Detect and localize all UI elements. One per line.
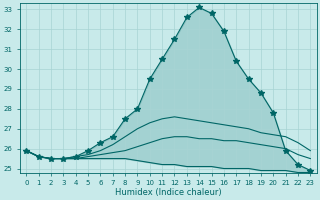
- X-axis label: Humidex (Indice chaleur): Humidex (Indice chaleur): [115, 188, 222, 197]
